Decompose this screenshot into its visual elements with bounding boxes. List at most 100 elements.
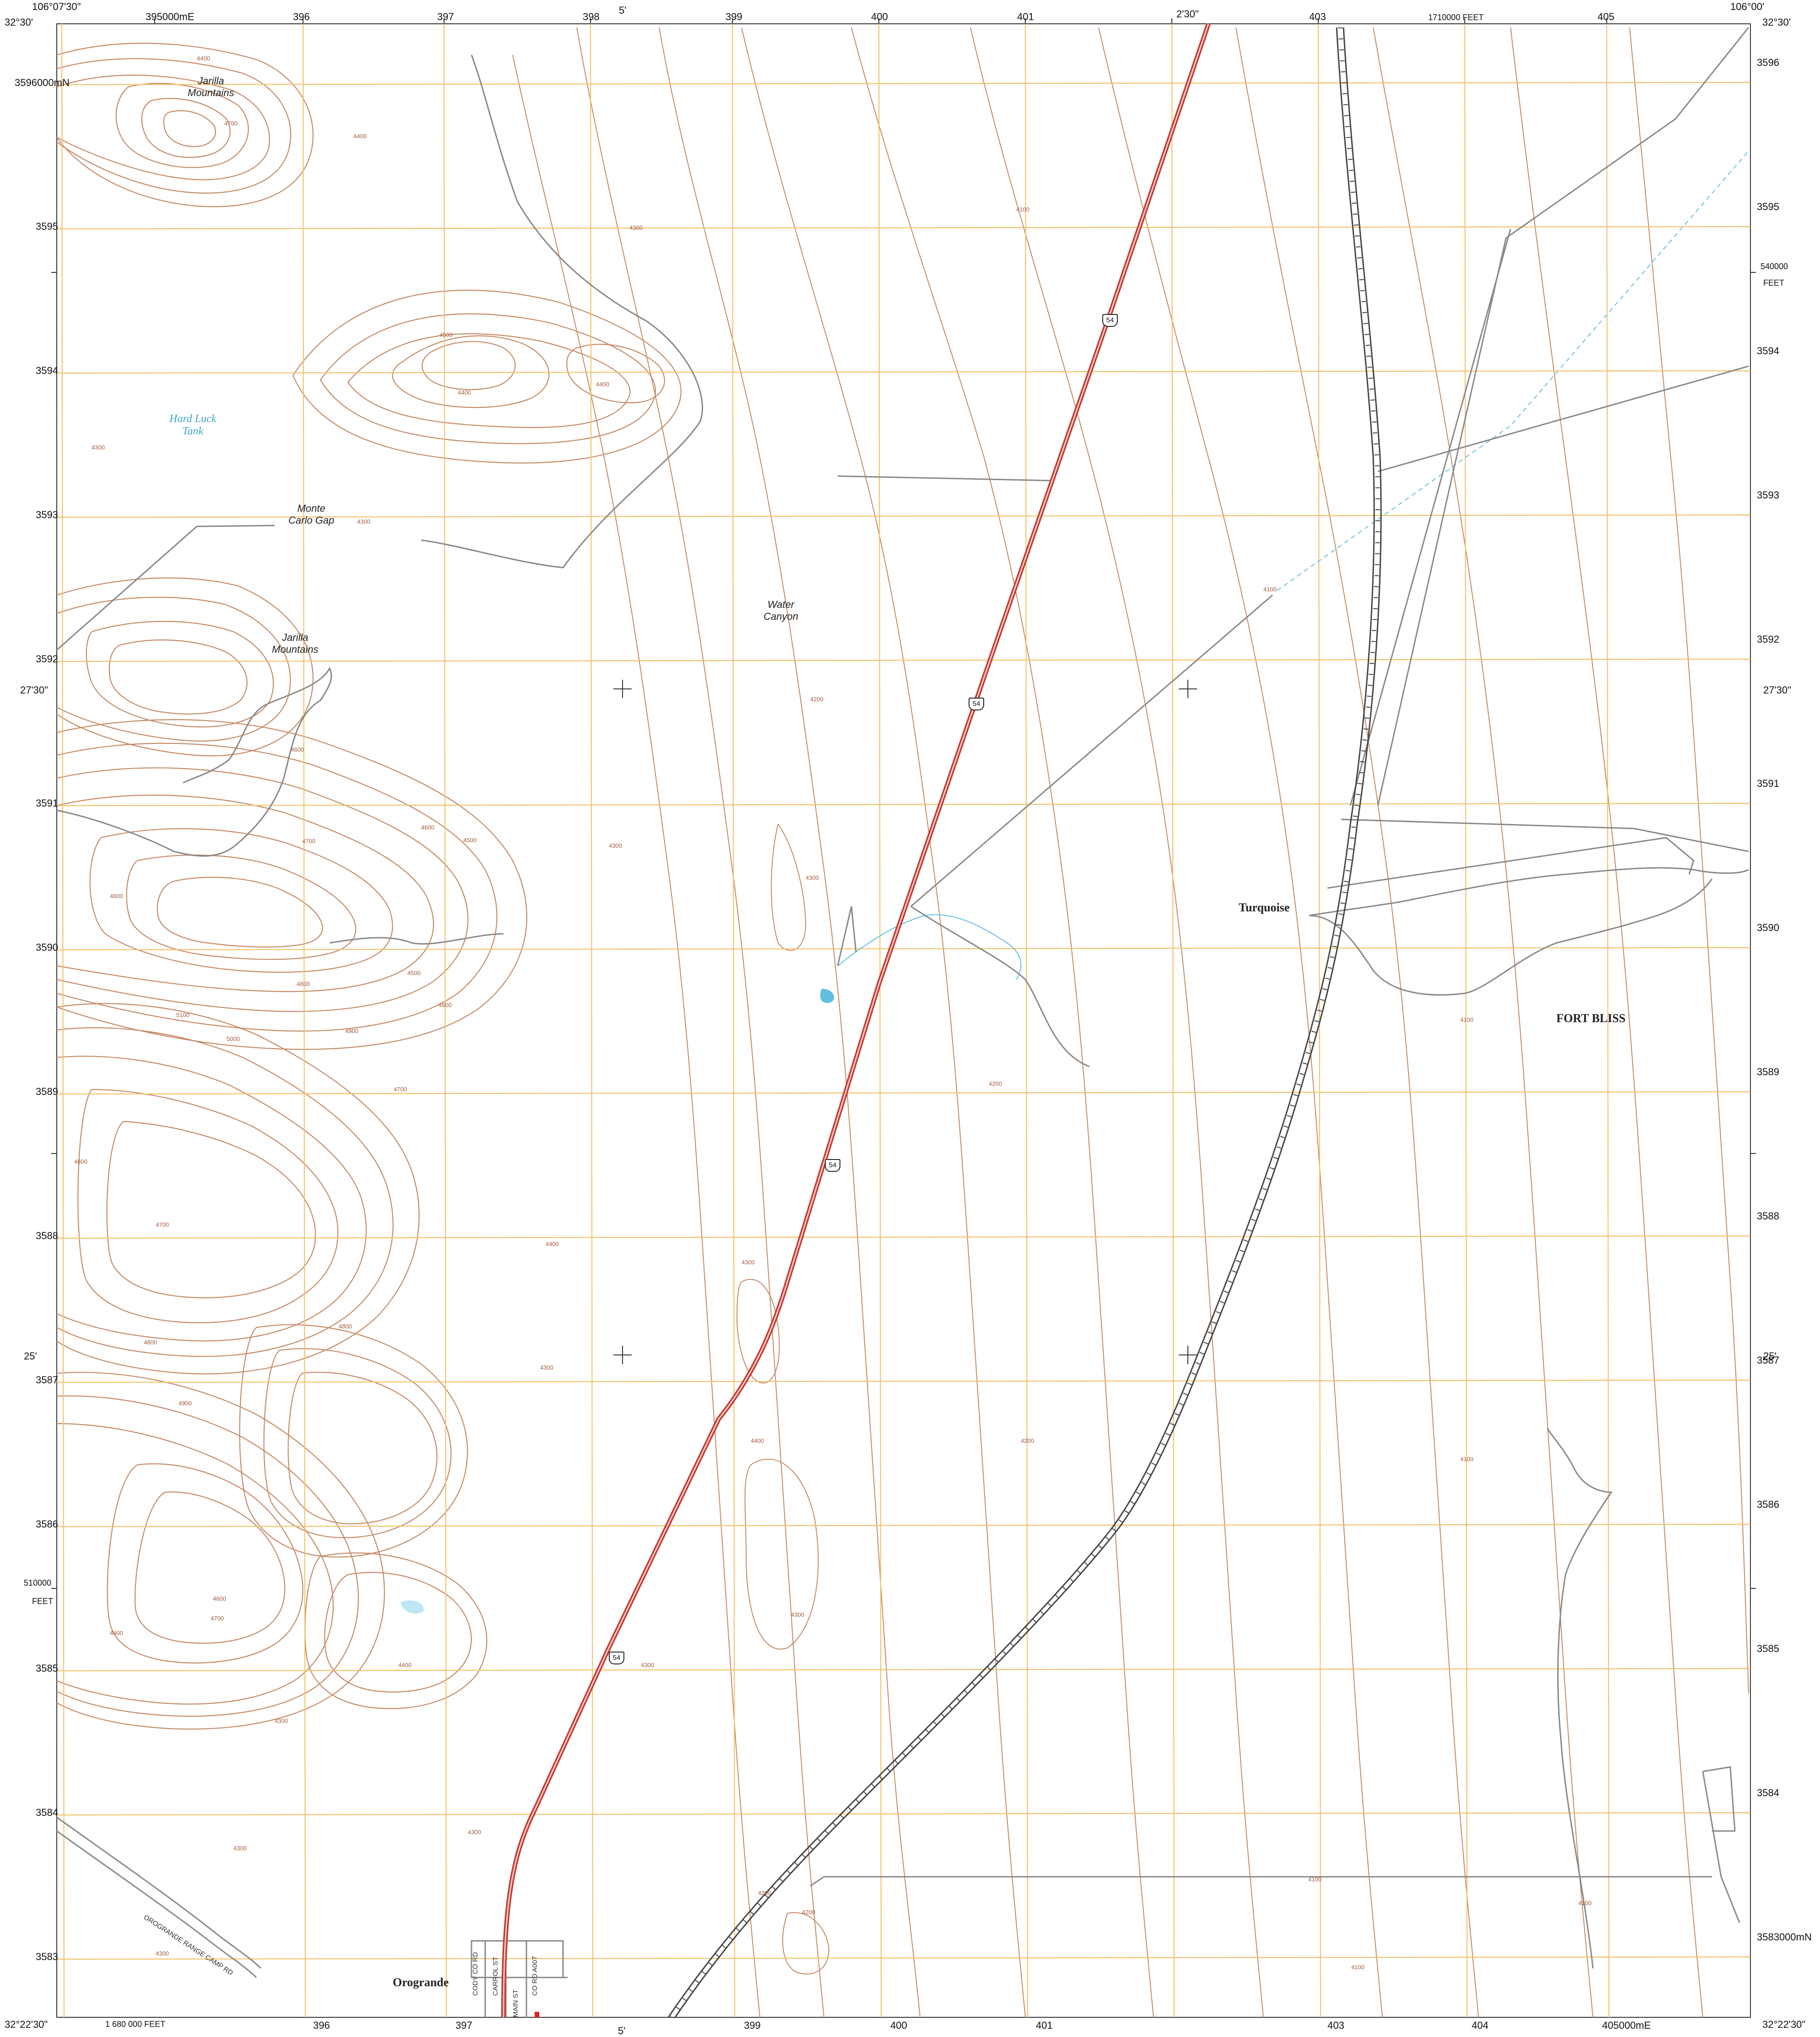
right-northing-label: 3595 — [1757, 201, 1779, 212]
contour-label: 4100 — [1460, 1456, 1473, 1463]
jarilla-mountains-north-label: Jarilla Mountains — [188, 75, 234, 99]
bottom-easting-label: 403 — [1327, 2020, 1344, 2031]
secondary-roads — [56, 27, 1750, 2017]
jarilla-mountains-south-label: Jarilla Mountains — [272, 632, 319, 656]
right-northing-label: 3587 — [1757, 1354, 1779, 1366]
state-plane-right-unit: FEET — [1763, 278, 1785, 287]
contour-label: 4400 — [458, 389, 471, 396]
left-northing-label: 3586 — [36, 1518, 58, 1530]
top-easting-label: 396 — [293, 11, 310, 22]
contour-label: 4400 — [197, 55, 210, 62]
bottom-tick-minute: 5' — [618, 2025, 626, 2037]
contour-label: 4700 — [394, 1086, 407, 1093]
water-features — [401, 151, 1749, 1614]
right-northing-label: 3591 — [1757, 778, 1779, 789]
orogrande-label: Orogrande — [393, 1976, 449, 1989]
contour-label: 4300 — [641, 1662, 654, 1669]
bottom-easting-label: 397 — [455, 2020, 472, 2031]
corner-bottom-left-lat: 32°22'30" — [5, 2019, 48, 2030]
left-northing-label: 3588 — [36, 1230, 58, 1241]
utm-grid — [56, 23, 1751, 2018]
top-easting-label: 398 — [583, 11, 600, 22]
label-line: Hard Luck — [169, 413, 217, 425]
contour-label: 4100 — [1016, 206, 1029, 213]
label-line: Carlo Gap — [288, 515, 335, 526]
left-tick-minute: 27'30" — [20, 684, 48, 696]
railroad — [667, 27, 1382, 2019]
state-plane-right-value: 540000 — [1760, 262, 1788, 271]
contour-label: 4300 — [357, 518, 370, 525]
contour-label: 4400 — [596, 381, 609, 388]
right-northing-label: 3586 — [1757, 1499, 1779, 1510]
contour-label: 4300 — [156, 1950, 169, 1957]
left-tick-minute: 25' — [24, 1350, 37, 1362]
street-label: CO RD A007 — [531, 1956, 539, 1996]
contour-label: 4200 — [802, 1909, 815, 1916]
monte-carlo-gap-label: Monte Carlo Gap — [288, 503, 334, 526]
left-northing-label: 3595 — [36, 221, 58, 232]
left-northing-label: 3583 — [36, 1951, 58, 1962]
contour-label: 4400 — [546, 1241, 559, 1247]
contour-label: 4100 — [1263, 586, 1277, 593]
bottom-easting-label: 399 — [744, 2020, 761, 2031]
route-54-shield: 54 — [609, 1652, 624, 1664]
contour-label: 4200 — [810, 696, 823, 703]
corner-top-left-lon: 106°07'30" — [32, 1, 81, 12]
bottom-easting-label: 400 — [890, 2020, 907, 2031]
pond-2 — [401, 1600, 424, 1614]
street-label: MAIN ST — [512, 1989, 520, 2017]
right-northing-label: 3596 — [1757, 57, 1779, 68]
hard-luck-tank-label: Hard Luck Tank — [169, 413, 216, 438]
label-line: Canyon — [764, 611, 798, 622]
contour-label: 4200 — [758, 1890, 771, 1896]
contour-label: 4600 — [110, 893, 123, 899]
corner-top-right-lat: 32°30' — [1762, 16, 1791, 28]
fort-bliss-label: FORT BLISS — [1556, 1012, 1626, 1025]
contour-label: 4100 — [1308, 1876, 1322, 1883]
contour-label: 4400 — [353, 133, 367, 140]
label-line: Jarilla — [198, 75, 224, 87]
contour-label: 4400 — [398, 1662, 412, 1669]
contour-label: 4300 — [275, 1717, 288, 1724]
top-easting-label: 403 — [1309, 11, 1326, 22]
jarilla-mountains-terrain — [56, 43, 682, 1730]
contour-label: 4300 — [742, 1259, 755, 1266]
top-easting-label: 400 — [871, 11, 888, 22]
contour-label: 4900 — [345, 1028, 358, 1035]
contour-label: 4600 — [291, 746, 304, 753]
state-plane-left-unit: FEET — [32, 1597, 54, 1606]
contour-label: 4900 — [179, 1400, 192, 1407]
contour-label: 4100 — [1460, 1016, 1473, 1023]
right-northing-label: 3592 — [1757, 634, 1779, 645]
contour-label: 4500 — [439, 331, 453, 338]
state-plane-top: 1710000 FEET — [1428, 13, 1484, 22]
contour-label: 4100 — [1351, 1964, 1365, 1971]
contour-label: 4200 — [989, 1080, 1002, 1087]
contour-label: 4800 — [144, 1339, 157, 1346]
contour-label: 4300 — [791, 1611, 804, 1618]
contour-label: 4300 — [806, 874, 819, 881]
water-canyon-label: Water Canyon — [764, 599, 798, 623]
bottom-easting-label: 401 — [1036, 2020, 1053, 2031]
left-northing-label: 3596000mN — [15, 77, 70, 88]
label-line: Mountains — [272, 644, 319, 655]
border-ticks — [51, 18, 1756, 1589]
contour-label: 4500 — [407, 970, 421, 976]
map-neatline — [56, 23, 1751, 2018]
us-highway-54 — [501, 23, 1211, 2018]
contour-label: 4500 — [463, 837, 477, 844]
contour-label: 4600 — [439, 1002, 452, 1008]
contour-label: 5100 — [176, 1012, 190, 1018]
right-northing-label: 3585 — [1757, 1643, 1779, 1654]
route-54-shield: 54 — [1102, 314, 1118, 327]
right-tick-minute: 25' — [1763, 1350, 1777, 1362]
corner-top-right-lon: 106°00' — [1730, 1, 1765, 12]
top-easting-label: 405 — [1598, 11, 1614, 22]
bottom-easting-label: 405000mE — [1602, 2020, 1651, 2031]
left-northing-label: 3590 — [36, 942, 58, 953]
state-plane-left-value: 510000 — [24, 1578, 52, 1587]
label-line: Mountains — [188, 87, 234, 98]
dashed-stream — [1277, 151, 1749, 591]
right-northing-label: 3593 — [1757, 489, 1779, 501]
